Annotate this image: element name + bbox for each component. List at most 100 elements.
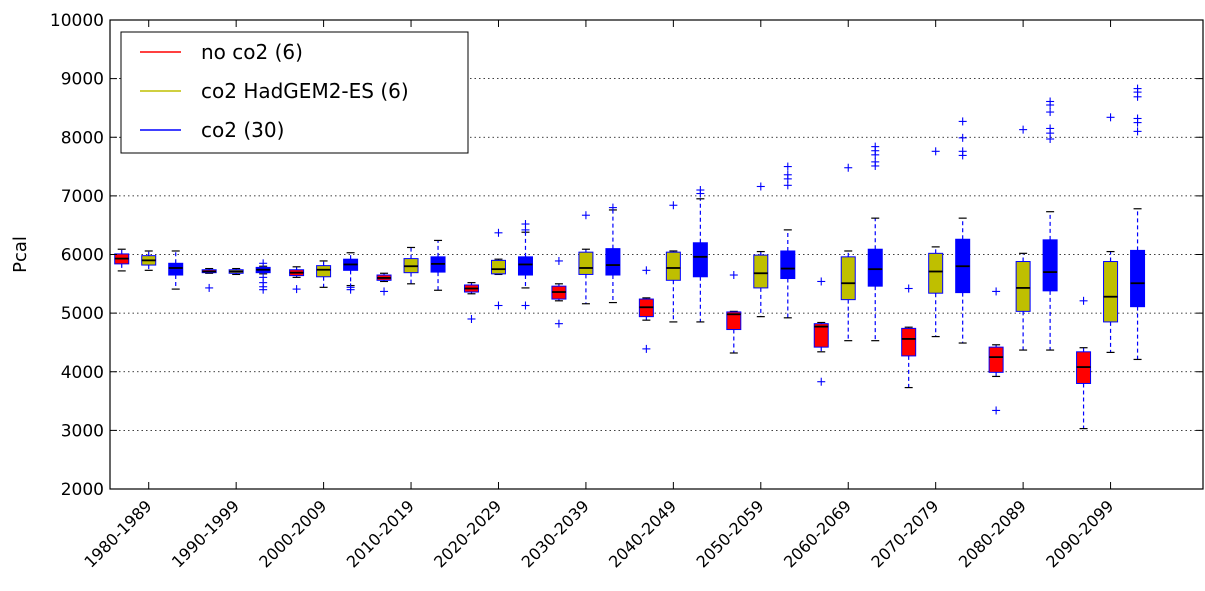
box [168,250,184,290]
outlier-marker [346,283,355,292]
y-axis-label: Pcal [10,236,31,273]
box [343,252,359,294]
box [517,220,533,310]
outlier-marker [958,147,967,156]
outlier-marker [1046,108,1055,117]
outlier-marker [844,163,853,172]
series-2 [141,113,1119,354]
outlier-marker [642,266,651,275]
x-tick-label: 2000-2009 [255,496,330,571]
box-body [1042,239,1058,292]
box [551,256,567,328]
outlier-marker [380,287,389,296]
outlier-marker [467,314,476,323]
outlier-marker [521,220,530,229]
box [1130,84,1146,361]
y-tick-label: 10000 [50,11,104,31]
x-tick-label: 1990-1999 [168,496,243,571]
box [638,266,654,353]
box-body [1103,261,1119,323]
box-body [605,248,621,276]
x-tick-label: 1980-1989 [80,496,155,571]
series-3 [168,84,1146,361]
outlier-marker [756,182,765,191]
box-body [840,256,856,301]
box-series [114,84,1146,430]
box [114,248,130,272]
outlier-marker [696,186,705,195]
legend-label: co2 HadGEM2-ES (6) [201,79,409,103]
box [840,163,856,342]
outlier-marker [521,301,530,310]
x-tick-label: 2050-2059 [693,496,768,571]
outlier-marker [992,287,1001,296]
box [605,203,621,304]
box-body [316,265,332,278]
box [988,287,1004,415]
box-body [665,251,681,281]
y-tick-label: 5000 [61,304,104,324]
outlier-marker [494,301,503,310]
box [692,186,708,323]
box-body [490,259,506,275]
outlier-marker [1046,97,1055,106]
box [665,201,681,323]
outlier-marker [1133,114,1142,123]
y-tick-label: 3000 [61,421,104,441]
box [1015,125,1031,351]
outlier-marker [871,157,880,166]
y-tick-label: 4000 [61,363,104,383]
box-body [928,252,944,294]
x-tick-label: 2070-2079 [867,496,942,571]
box [1103,113,1119,354]
y-tick-label: 6000 [61,246,104,266]
y-tick-label: 8000 [61,128,104,148]
x-tick-label: 2040-2049 [605,496,680,571]
box-body [867,248,883,287]
legend: no co2 (6) co2 HadGEM2-ES (6) co2 (30) [120,31,469,154]
box-body [813,323,829,348]
outlier-marker [554,319,563,328]
box-body [780,250,796,280]
outlier-marker [783,162,792,171]
box [1076,296,1092,430]
x-tick-label: 2020-2029 [430,496,505,571]
box [813,277,829,386]
box [1042,97,1058,351]
outlier-marker [205,283,214,292]
box [201,267,217,292]
box [255,259,271,294]
outlier-marker [292,285,301,294]
box [867,142,883,342]
box-body [753,254,769,289]
outlier-marker [259,273,268,282]
box [726,271,742,354]
box [430,239,446,291]
box [289,266,305,294]
box-body [168,262,184,276]
box-body [517,256,533,276]
box [463,282,479,323]
outlier-marker [817,277,826,286]
outlier-marker [1019,125,1028,134]
x-tick-label: 2010-2019 [343,496,418,571]
outlier-marker [783,170,792,179]
box-body [901,327,917,357]
box-body [1130,249,1146,308]
outlier-marker [1133,127,1142,136]
outlier-marker [871,142,880,151]
outlier-marker [1133,84,1142,93]
outlier-marker [992,406,1001,415]
box [780,162,796,319]
x-tick-label: 2080-2089 [955,496,1030,571]
y-tick-label: 7000 [61,187,104,207]
outlier-marker [817,377,826,386]
x-tick-label: 2090-2099 [1042,496,1117,571]
box [490,228,506,310]
box [955,117,971,344]
outlier-marker [958,133,967,142]
box [753,182,769,318]
box [928,147,944,338]
